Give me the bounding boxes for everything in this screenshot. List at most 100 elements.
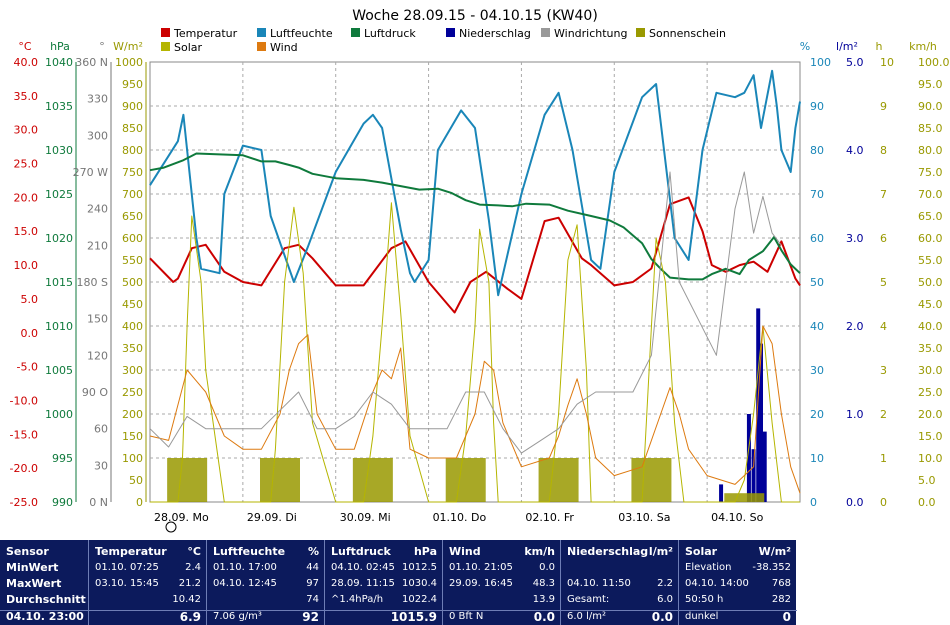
bar-sonnenschein bbox=[538, 458, 579, 502]
temp-min-time: 01.10. 07:25 bbox=[95, 562, 159, 573]
wind-tick: 75.0 bbox=[918, 166, 943, 179]
humidity-tick: 60 bbox=[810, 232, 824, 245]
temp-tick: 10.0 bbox=[14, 259, 39, 272]
wind-tick: 30.0 bbox=[918, 364, 943, 377]
temp-tick: 40.0 bbox=[14, 56, 39, 69]
line-windrichtung bbox=[149, 171, 782, 454]
solar-current: 0 bbox=[782, 610, 791, 624]
wind-tick: 45.0 bbox=[918, 298, 943, 311]
legend-label: Solar bbox=[174, 41, 203, 54]
solar-sun-label: 50:50 h bbox=[685, 594, 724, 605]
legend-swatch bbox=[161, 28, 170, 37]
bar-niederschlag bbox=[762, 431, 767, 502]
temp-max: 21.2 bbox=[178, 578, 201, 589]
rain-max: 2.2 bbox=[657, 578, 673, 589]
pressure-max-time: 28.09. 11:15 bbox=[331, 578, 395, 589]
wind-max-time: 29.09. 16:45 bbox=[449, 578, 513, 589]
solar-tick: 650 bbox=[122, 210, 143, 223]
stats-wind-col: Wind km/h 01.10. 21:05 0.0 29.09. 16:45 48.… bbox=[442, 540, 561, 625]
max-label: MaxWert bbox=[6, 577, 62, 590]
solar-tick: 0 bbox=[136, 496, 143, 509]
wind-max: 48.3 bbox=[532, 578, 555, 589]
wind-tick: 85.0 bbox=[918, 122, 943, 135]
wind-tick: 70.0 bbox=[918, 188, 943, 201]
sunhours-tick: 2 bbox=[880, 408, 887, 421]
temp-tick: -25.0 bbox=[10, 496, 38, 509]
wind-tick: 15.0 bbox=[918, 430, 943, 443]
wind-tick: 50.0 bbox=[918, 276, 943, 289]
rain-tick: 0.0 bbox=[846, 496, 864, 509]
solar-tick: 1000 bbox=[115, 56, 143, 69]
solar-tick: 250 bbox=[122, 386, 143, 399]
line-series bbox=[149, 69, 801, 503]
rain-header: Niederschlag bbox=[567, 545, 649, 558]
line-wind bbox=[149, 325, 801, 494]
wind-min-time: 01.10. 21:05 bbox=[449, 562, 513, 573]
x-tick-label: 04.10. So bbox=[711, 511, 763, 524]
pressure-current: 1015.9 bbox=[390, 610, 437, 624]
legend-label: Sonnenschein bbox=[649, 27, 726, 40]
solar-tick: 850 bbox=[122, 122, 143, 135]
solar-elev-label: Elevation bbox=[685, 562, 732, 573]
line-solar bbox=[150, 202, 800, 503]
winddir-tick: 150 bbox=[87, 313, 108, 326]
solar-tick: 900 bbox=[122, 100, 143, 113]
temp-tick: 15.0 bbox=[14, 225, 39, 238]
wind-min: 0.0 bbox=[539, 562, 555, 573]
rain-unit: l/m² bbox=[836, 40, 858, 53]
solar-tick: 150 bbox=[122, 430, 143, 443]
rain-current: 0.0 bbox=[651, 610, 673, 624]
sunhours-tick: 8 bbox=[880, 144, 887, 157]
solar-tick: 950 bbox=[122, 78, 143, 91]
solar-unit: W/m² bbox=[758, 545, 791, 558]
pressure-tick: 1035 bbox=[45, 100, 73, 113]
winddir-tick: 60 bbox=[94, 423, 108, 436]
x-tick-label: 01.10. Do bbox=[433, 511, 487, 524]
legend-label: Windrichtung bbox=[554, 27, 627, 40]
winddir-unit: ° bbox=[99, 40, 105, 53]
humidity-unit: % bbox=[800, 40, 810, 53]
chart-svg: Woche 28.09.15 - 04.10.15 (KW40) °C40.03… bbox=[10, 8, 950, 533]
wind-tick: 20.0 bbox=[918, 408, 943, 421]
humidity-avg: 74 bbox=[306, 594, 319, 605]
sunhours-unit: h bbox=[876, 40, 883, 53]
pressure-min-time: 04.10. 02:45 bbox=[331, 562, 395, 573]
pressure-tick: 995 bbox=[52, 452, 73, 465]
humidity-tick: 0 bbox=[810, 496, 817, 509]
wind-bft: 0 Bft N bbox=[449, 611, 484, 622]
legend-swatch bbox=[161, 42, 170, 51]
bar-niederschlag bbox=[746, 414, 751, 502]
humidity-unit: % bbox=[307, 545, 319, 558]
winddir-tick: 180 S bbox=[77, 276, 108, 289]
avg-label: Durchschnitt bbox=[6, 593, 86, 606]
humidity-abs: 7.06 g/m³ bbox=[213, 611, 262, 622]
winddir-tick: 90 O bbox=[82, 386, 108, 399]
temp-header: Temperatur bbox=[95, 545, 167, 558]
humidity-tick: 30 bbox=[810, 364, 824, 377]
legend-swatch bbox=[636, 28, 645, 37]
bar-sonnenschein bbox=[724, 493, 765, 502]
sunhours-tick: 0 bbox=[880, 496, 887, 509]
bar-sonnenschein bbox=[445, 458, 486, 502]
bar-niederschlag bbox=[756, 308, 761, 502]
rain-extra: 6.0 l/m² bbox=[567, 611, 606, 622]
pressure-tick: 990 bbox=[52, 496, 73, 509]
wind-tick: 35.0 bbox=[918, 342, 943, 355]
temp-tick: -20.0 bbox=[10, 462, 38, 475]
bar-sonnenschein bbox=[260, 458, 300, 502]
winddir-tick: 240 bbox=[87, 203, 108, 216]
wind-tick: 0.0 bbox=[918, 496, 936, 509]
temp-tick: 0.0 bbox=[21, 327, 39, 340]
stats-panel: Sensor MinWert MaxWert Durchschnitt 04.1… bbox=[0, 540, 797, 625]
min-label: MinWert bbox=[6, 561, 59, 574]
solar-tick: 800 bbox=[122, 144, 143, 157]
bar-sonnenschein bbox=[352, 458, 393, 502]
sunhours-tick: 4 bbox=[880, 320, 887, 333]
sunhours-tick: 7 bbox=[880, 188, 887, 201]
solar-tick: 600 bbox=[122, 232, 143, 245]
wind-tick: 95.0 bbox=[918, 78, 943, 91]
humidity-header: Luftfeuchte bbox=[213, 545, 286, 558]
pressure-avg: 1022.4 bbox=[402, 594, 437, 605]
winddir-tick: 210 bbox=[87, 239, 108, 252]
solar-tick: 400 bbox=[122, 320, 143, 333]
